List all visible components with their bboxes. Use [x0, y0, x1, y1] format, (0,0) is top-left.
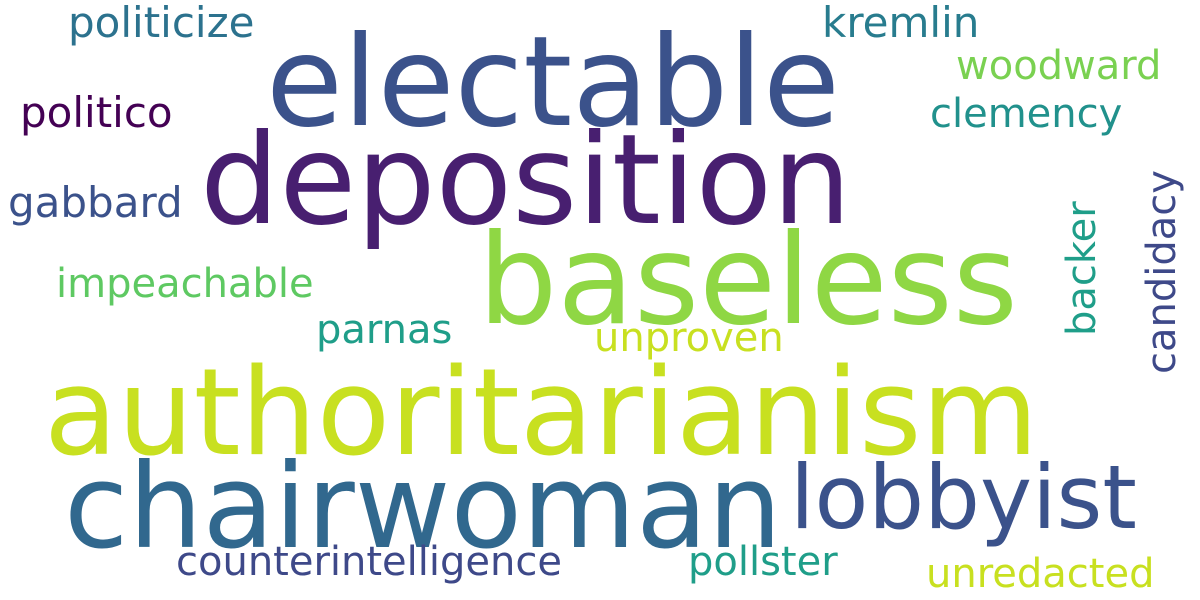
word-backer: backer [1059, 201, 1105, 336]
word-parnas: parnas [316, 307, 453, 353]
word-clemency: clemency [930, 91, 1123, 137]
word-chairwoman: chairwoman [64, 438, 782, 575]
word-candidacy: candidacy [1139, 170, 1185, 374]
word-lobbyist: lobbyist [790, 446, 1137, 549]
word-baseless: baseless [478, 208, 1018, 353]
word-pollster: pollster [688, 539, 838, 585]
word-unproven: unproven [594, 315, 784, 361]
word-politicize: politicize [68, 0, 255, 47]
word-impeachable: impeachable [56, 261, 314, 307]
word-electable: electable [266, 10, 840, 155]
word-politico: politico [20, 88, 173, 137]
word-authoritarianism: authoritarianism [44, 344, 1039, 483]
word-counterintelligence: counterintelligence [176, 539, 562, 585]
word-unredacted: unredacted [926, 551, 1155, 597]
word-kremlin: kremlin [822, 0, 980, 47]
word-gabbard: gabbard [8, 178, 183, 227]
word-deposition: deposition [200, 108, 852, 253]
word-woodward: woodward [956, 43, 1162, 89]
